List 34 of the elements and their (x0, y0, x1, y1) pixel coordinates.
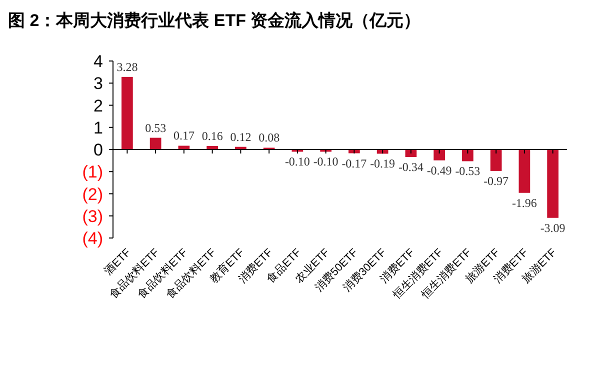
bar (150, 138, 162, 150)
data-label: -0.19 (370, 156, 396, 171)
data-label: -3.09 (540, 220, 566, 235)
chart-title: 图 2：本周大消费行业代表 ETF 资金流入情况（亿元） (8, 11, 421, 30)
data-label: -0.49 (426, 163, 452, 178)
data-label: 0.17 (173, 128, 194, 143)
bar (434, 150, 445, 160)
bar (122, 76, 133, 150)
data-label: 0.16 (202, 128, 223, 143)
y-tick-label: 1 (94, 118, 103, 138)
y-tick-label: (3) (82, 206, 103, 226)
data-label: -0.10 (313, 154, 338, 169)
y-tick-label: (1) (82, 162, 103, 182)
data-label: 0.53 (145, 120, 166, 135)
y-tick-label: 2 (94, 96, 103, 116)
y-tick-label: 3 (94, 74, 103, 94)
y-tick-label: 4 (94, 52, 103, 71)
data-label: -0.97 (484, 174, 509, 188)
bar (547, 150, 558, 218)
bar (518, 150, 530, 193)
bar (490, 150, 502, 171)
data-label: -0.17 (342, 156, 367, 170)
data-label: 0.12 (230, 130, 252, 144)
y-tick-label: (4) (82, 229, 103, 248)
data-label: -0.53 (455, 164, 480, 178)
bar (178, 146, 190, 150)
data-label: -1.96 (512, 196, 537, 210)
data-label: -0.10 (284, 154, 310, 169)
data-label: 3.28 (116, 60, 138, 74)
data-label: 0.08 (258, 130, 280, 145)
y-tick-label: 0 (94, 140, 103, 160)
data-label: -0.34 (398, 160, 424, 174)
bar (462, 150, 474, 162)
y-tick-label: (2) (82, 184, 103, 204)
